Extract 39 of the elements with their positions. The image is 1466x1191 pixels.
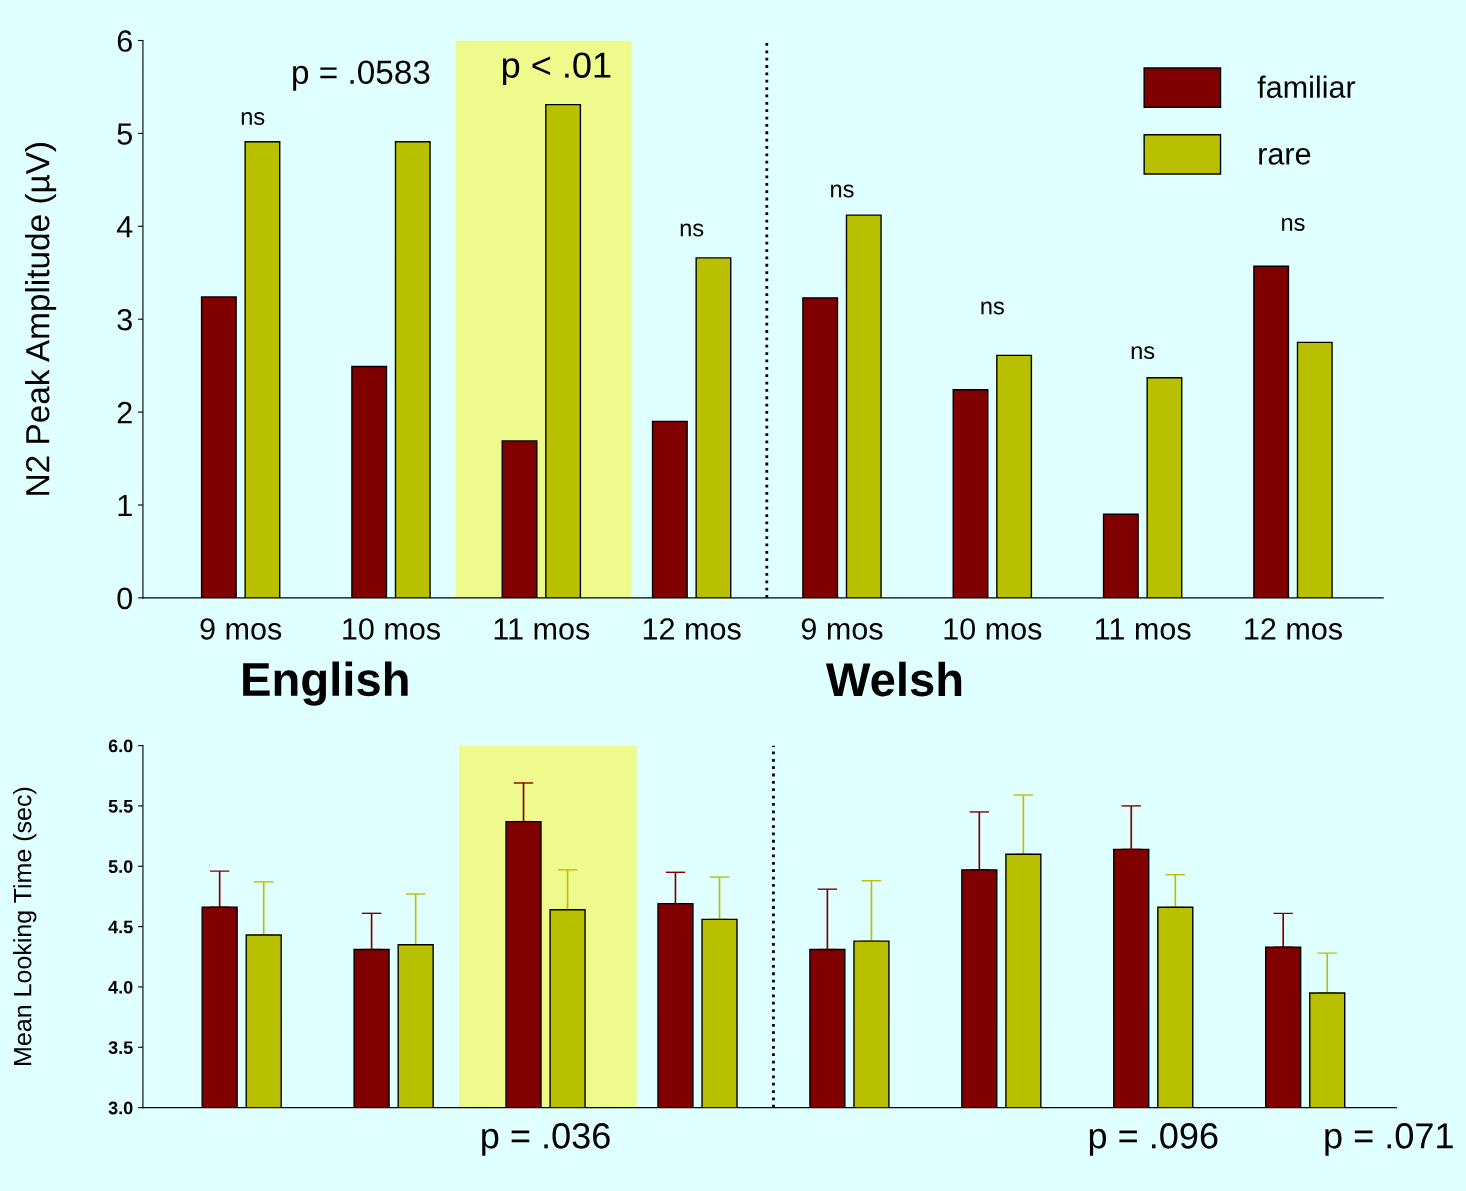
- x-tick-label: 9 mos: [200, 618, 282, 640]
- annotation: ns: [680, 223, 704, 237]
- annotation: p = .0583: [293, 60, 430, 91]
- legend-label: familiar: [1257, 75, 1356, 98]
- legend-label: rare: [1259, 147, 1311, 165]
- annotation: ns: [1131, 346, 1155, 360]
- y-tick-label: 3.0: [108, 1101, 133, 1115]
- y-tick-label: 4.5: [108, 920, 133, 934]
- x-tick-label: 11 mos: [1096, 618, 1191, 640]
- y-tick-label: 0: [117, 587, 133, 610]
- y-axis-title: Mean Looking Time (sec): [13, 787, 37, 1065]
- annotation: ns: [981, 301, 1004, 315]
- y-tick-label: 6: [117, 30, 132, 52]
- y-tick-label: 1: [118, 495, 132, 517]
- text: Welsh: [825, 661, 962, 697]
- x-tick-label: 10 mos: [944, 618, 1042, 640]
- x-tick-label: 9 mos: [801, 618, 883, 640]
- y-tick-label: 4.0: [108, 980, 133, 994]
- annotation: ns: [1282, 217, 1305, 231]
- y-tick-label: 4: [116, 216, 133, 238]
- x-tick-label: 11 mos: [494, 618, 590, 640]
- y-tick-label: 5.5: [108, 800, 133, 813]
- x-tick-label: 12 mos: [643, 618, 741, 640]
- y-tick-label: 6.0: [108, 739, 133, 753]
- annotation: p < .01: [502, 52, 611, 86]
- x-tick-label: 12 mos: [1245, 618, 1342, 640]
- y-tick-label: 5: [117, 123, 132, 145]
- text: p = .071: [1325, 1123, 1453, 1156]
- text: English: [243, 661, 408, 706]
- y-tick-label: 3.5: [108, 1041, 133, 1055]
- y-axis-title: N2 Peak Amplitude (µV): [25, 143, 57, 495]
- text: p = .096: [1089, 1123, 1218, 1156]
- x-tick-label: 10 mos: [343, 618, 440, 640]
- y-tick-label: 2: [117, 401, 132, 424]
- text: p = .036: [482, 1123, 610, 1156]
- annotation: ns: [241, 112, 265, 126]
- annotation: ns: [831, 184, 854, 198]
- y-tick-label: 5.0: [108, 860, 133, 873]
- y-tick-label: 3: [117, 308, 132, 331]
